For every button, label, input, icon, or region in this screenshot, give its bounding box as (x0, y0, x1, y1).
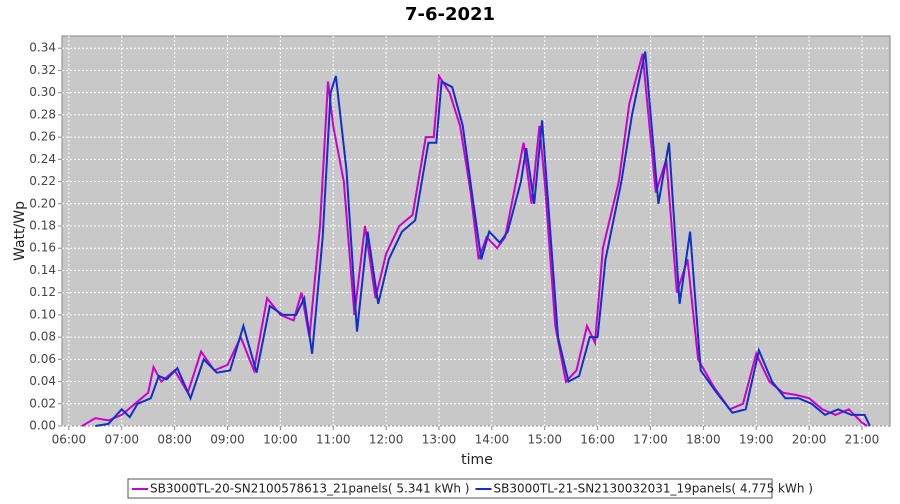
y-tick-label: 0.32 (29, 63, 56, 77)
x-tick-label: 18:00 (686, 433, 721, 447)
x-tick-label: 15:00 (527, 433, 562, 447)
y-tick-label: 0.24 (29, 152, 56, 166)
x-tick-label: 17:00 (633, 433, 668, 447)
legend (127, 478, 773, 499)
x-tick-label: 16:00 (580, 433, 615, 447)
y-tick-label: 0.28 (29, 107, 56, 121)
y-tick-label: 0.10 (29, 307, 56, 321)
y-tick-label: 0.14 (29, 263, 56, 277)
y-tick-label: 0.22 (29, 174, 56, 188)
x-tick-label: 08:00 (157, 433, 192, 447)
x-tick-label: 14:00 (475, 433, 510, 447)
y-tick-label: 0.34 (29, 41, 56, 55)
y-tick-label: 0.20 (29, 196, 56, 210)
y-axis-label: Watt/Wp (12, 201, 28, 261)
series-line (95, 51, 871, 427)
x-axis-label: time (461, 452, 493, 468)
y-tick-label: 0.26 (29, 130, 56, 144)
x-tick-label: 13:00 (422, 433, 457, 447)
x-tick-label: 07:00 (104, 433, 139, 447)
x-tick-label: 21:00 (845, 433, 880, 447)
y-tick-label: 0.04 (29, 374, 56, 388)
x-tick-label: 11:00 (316, 433, 351, 447)
x-tick-label: 06:00 (52, 433, 87, 447)
y-tick-label: 0.12 (29, 285, 56, 299)
legend-label: SB3000TL-20-SN2100578613_21panels( 5.341… (150, 482, 469, 496)
x-tick-label: 19:00 (739, 433, 774, 447)
y-tick-label: 0.02 (29, 396, 56, 410)
legend-label: SB3000TL-21-SN2130032031_19panels( 4.775… (493, 482, 812, 496)
y-tick-label: 0.06 (29, 352, 56, 366)
y-tick-label: 0.08 (29, 330, 56, 344)
y-tick-label: 0.00 (29, 419, 56, 433)
x-tick-label: 12:00 (369, 433, 404, 447)
y-tick-label: 0.30 (29, 85, 56, 99)
x-tick-label: 10:00 (263, 433, 298, 447)
x-tick-label: 09:00 (210, 433, 245, 447)
chart-title: 7-6-2021 (405, 4, 495, 25)
x-tick-label: 20:00 (792, 433, 827, 447)
series-line (81, 53, 868, 427)
y-tick-label: 0.16 (29, 241, 56, 255)
y-tick-label: 0.18 (29, 219, 56, 233)
